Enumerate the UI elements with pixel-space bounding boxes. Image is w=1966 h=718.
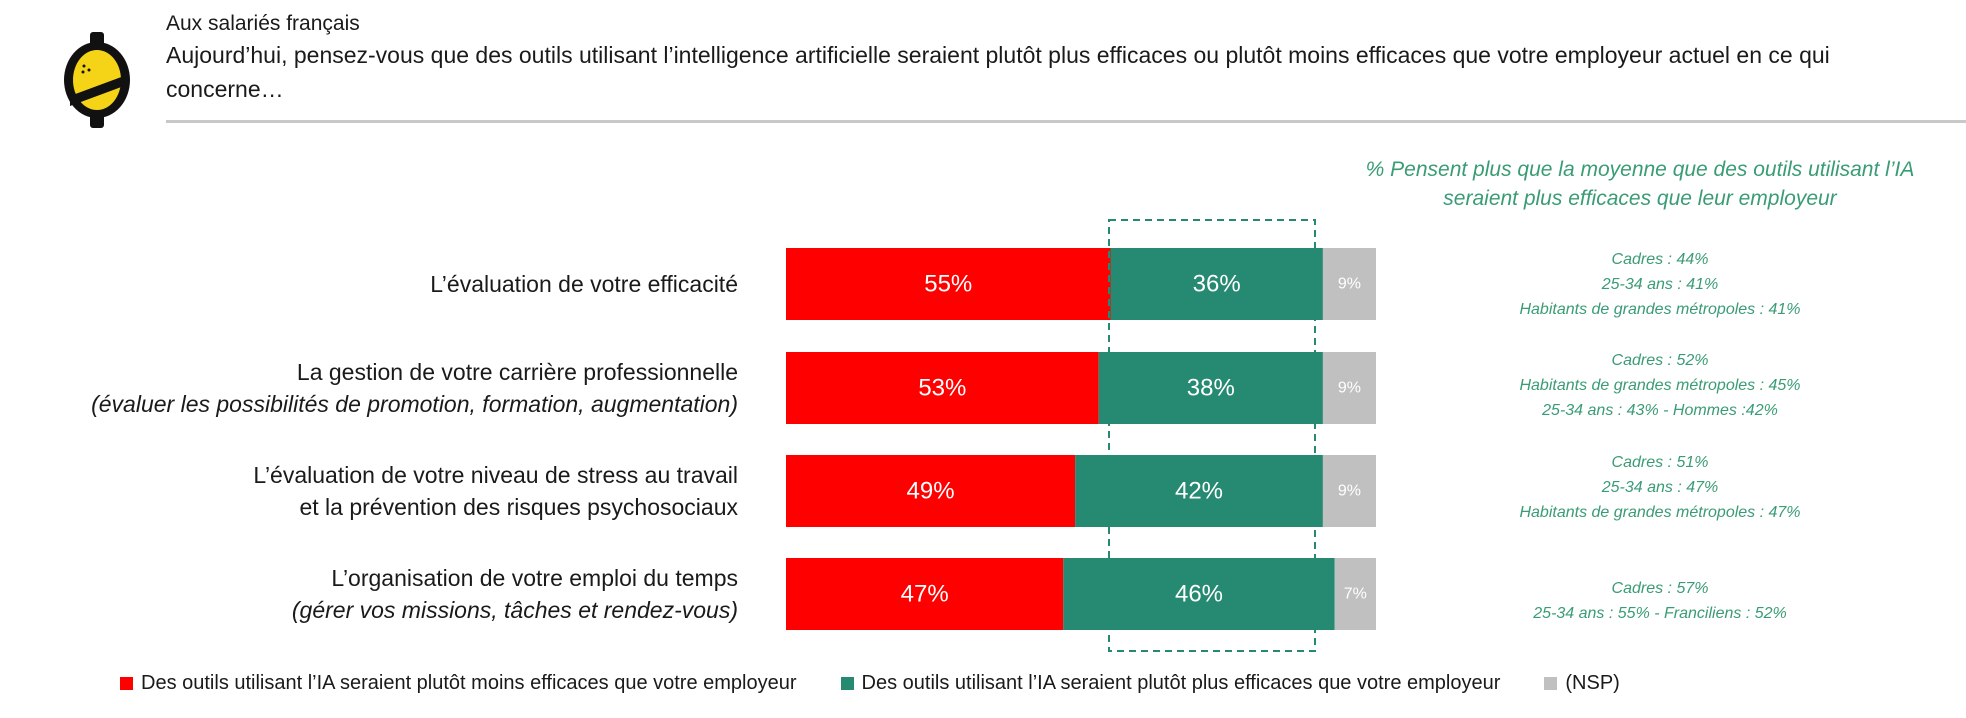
note-line: Cadres : 44% <box>1611 251 1709 268</box>
question-text: Aujourd’hui, pensez-vous que des outils … <box>166 42 1830 102</box>
note-block: Cadres : 52% Habitants de grandes métrop… <box>1440 348 1880 423</box>
bar-segment-more-efficient <box>1098 352 1323 424</box>
note-block: Cadres : 51% 25-34 ans : 47% Habitants d… <box>1440 450 1880 525</box>
data-label: 9% <box>1338 276 1361 293</box>
legend-item: Des outils utilisant l’IA seraient plutô… <box>840 672 1501 695</box>
data-label: 38% <box>1187 375 1235 402</box>
legend-label: Des outils utilisant l’IA seraient plutô… <box>861 672 1501 694</box>
legend-swatch <box>1544 677 1558 690</box>
bar-segment-nsp <box>1322 248 1376 320</box>
legend-label: Des outils utilisant l’IA seraient plutô… <box>141 672 797 694</box>
side-title: % Pensent plus que la moyenne que des ou… <box>1365 158 1915 210</box>
data-label: 9% <box>1338 483 1361 500</box>
category-sub: (gérer vos missions, tâches et rendez-vo… <box>291 597 738 623</box>
note-line: Cadres : 51% <box>1611 454 1709 471</box>
category-sub: (évaluer les possibilités de promotion, … <box>91 391 738 417</box>
data-label: 49% <box>907 478 955 505</box>
note-line: Cadres : 57% <box>1611 580 1709 597</box>
bar-segment-nsp <box>1322 455 1376 527</box>
legend-item: (NSP) <box>1544 672 1620 695</box>
note-line: 25-34 ans : 43% - Hommes :42% <box>1542 402 1778 419</box>
category-label: L’évaluation de votre efficacité <box>20 248 738 320</box>
category-main: La gestion de votre carrière professionn… <box>296 359 738 385</box>
note-line: 25-34 ans : 41% <box>1601 276 1719 293</box>
bar-segment-less-efficient <box>786 558 1064 630</box>
bar-segment-less-efficient <box>786 455 1076 527</box>
category-main: L’évaluation de votre niveau de stress a… <box>253 462 738 488</box>
header: Aux salariés français Aujourd’hui, pense… <box>166 10 1926 106</box>
note-line: Habitants de grandes métropoles : 45% <box>1519 377 1801 394</box>
data-label: 9% <box>1338 380 1361 397</box>
audience-label: Aux salariés français <box>166 12 360 35</box>
legend-item: Des outils utilisant l’IA seraient plutô… <box>120 672 797 695</box>
data-label: 7% <box>1344 586 1367 603</box>
note-block: Cadres : 44% 25-34 ans : 41% Habitants d… <box>1440 247 1880 322</box>
data-label: 42% <box>1175 478 1223 505</box>
bar-segment-less-efficient <box>786 248 1111 320</box>
note-line: Habitants de grandes métropoles : 41% <box>1519 301 1801 318</box>
legend: Des outils utilisant l’IA seraient plutô… <box>120 672 1664 695</box>
legend-label: (NSP) <box>1565 672 1620 694</box>
data-label: 46% <box>1175 581 1223 608</box>
note-line: Cadres : 52% <box>1611 352 1709 369</box>
note-line: 25-34 ans : 47% <box>1601 479 1719 496</box>
category-label: L’organisation de votre emploi du temps … <box>20 558 738 630</box>
category-label: La gestion de votre carrière professionn… <box>20 352 738 424</box>
bar-segment-less-efficient <box>786 352 1099 424</box>
bar-segment-more-efficient <box>1075 455 1323 527</box>
category-sub: et la prévention des risques psychosocia… <box>299 494 738 520</box>
category-main: L’organisation de votre emploi du temps <box>331 565 738 591</box>
bar-segment-more-efficient <box>1110 248 1323 320</box>
data-label: 36% <box>1193 271 1241 298</box>
note-block: Cadres : 57% 25-34 ans : 55% - Francilie… <box>1440 576 1880 626</box>
highlight-box <box>1108 219 1316 652</box>
brand-logo <box>64 32 130 128</box>
note-line: 25-34 ans : 55% - Franciliens : 52% <box>1533 605 1787 622</box>
note-line: Habitants de grandes métropoles : 47% <box>1519 504 1801 521</box>
data-label: 47% <box>901 581 949 608</box>
bar-segment-nsp <box>1334 558 1376 630</box>
category-label: L’évaluation de votre niveau de stress a… <box>20 455 738 527</box>
data-label: 53% <box>918 375 966 402</box>
header-divider <box>166 120 1966 123</box>
category-main: L’évaluation de votre efficacité <box>430 271 738 297</box>
data-label: 55% <box>924 271 972 298</box>
legend-swatch <box>120 677 133 690</box>
bar-segment-nsp <box>1322 352 1376 424</box>
legend-swatch <box>840 677 854 690</box>
